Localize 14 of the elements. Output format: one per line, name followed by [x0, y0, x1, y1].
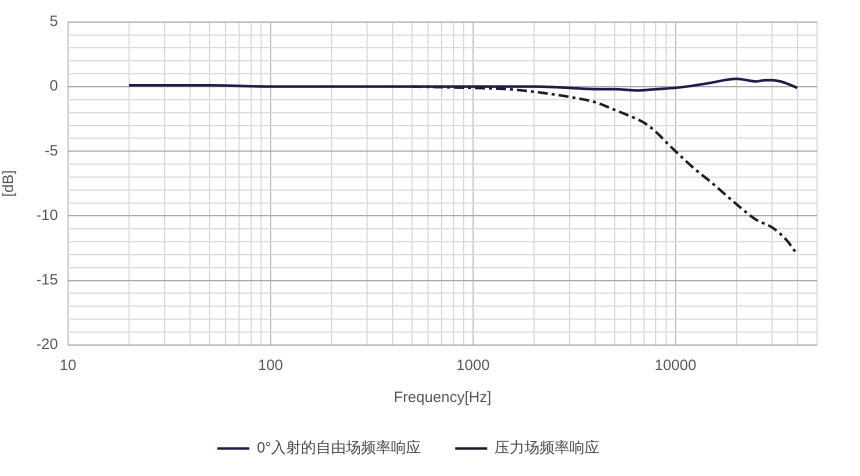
x-tick-label: 100 — [258, 357, 284, 374]
y-tick-label: 5 — [50, 13, 58, 30]
y-tick-label: -5 — [44, 142, 58, 160]
legend-label: 压力场频率响应 — [494, 440, 600, 457]
x-tick-label: 10000 — [654, 357, 696, 374]
y-tick-label: -10 — [36, 206, 58, 224]
x-tick-label: 1000 — [456, 357, 490, 374]
x-axis-title: Frequency[Hz] — [394, 389, 492, 406]
y-tick-label: -15 — [36, 272, 58, 289]
y-tick-label: -20 — [36, 336, 58, 354]
x-tick-label: 10 — [60, 357, 76, 374]
y-tick-label: 0 — [50, 78, 58, 95]
legend-label: 0°入射的自由场频率响应 — [256, 440, 422, 457]
y-axis-title: [dB] — [0, 170, 18, 197]
